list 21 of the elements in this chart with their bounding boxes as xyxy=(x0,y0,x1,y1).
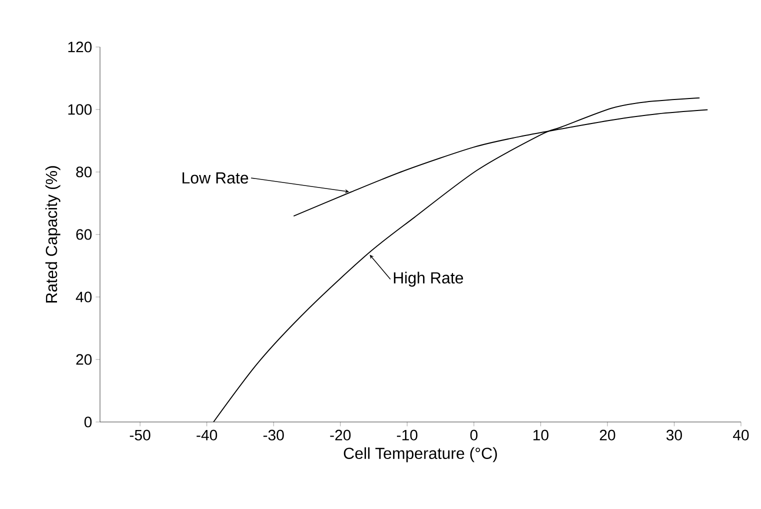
series-label: High Rate xyxy=(394,272,464,287)
x-tick-label: 10 xyxy=(533,430,548,440)
x-tick-label: 40 xyxy=(732,430,749,440)
y-tick-label: 20 xyxy=(76,354,92,365)
x-tick-label: 0 xyxy=(470,430,478,440)
y-tick-label: 80 xyxy=(76,166,92,178)
x-tick-label: -20 xyxy=(330,430,351,440)
x-axis-title: Cell Temperature (°C) xyxy=(344,447,497,462)
x-tick-label: 30 xyxy=(666,430,682,440)
y-tick-label: 60 xyxy=(76,229,92,240)
x-tick-label: -40 xyxy=(196,430,218,440)
x-tick-label: -50 xyxy=(130,430,150,440)
y-axis-title: Rated Capacity (%) xyxy=(45,166,60,303)
y-tick-label: 100 xyxy=(68,104,92,115)
y-tick-label: 120 xyxy=(68,42,92,52)
y-tick-label: 0 xyxy=(84,416,92,428)
x-tick-label: -10 xyxy=(396,430,418,440)
text: Low Rate xyxy=(182,172,248,184)
y-tick-label: 40 xyxy=(76,292,92,302)
x-tick-label: 20 xyxy=(600,430,616,440)
x-tick-label: -30 xyxy=(263,430,284,440)
